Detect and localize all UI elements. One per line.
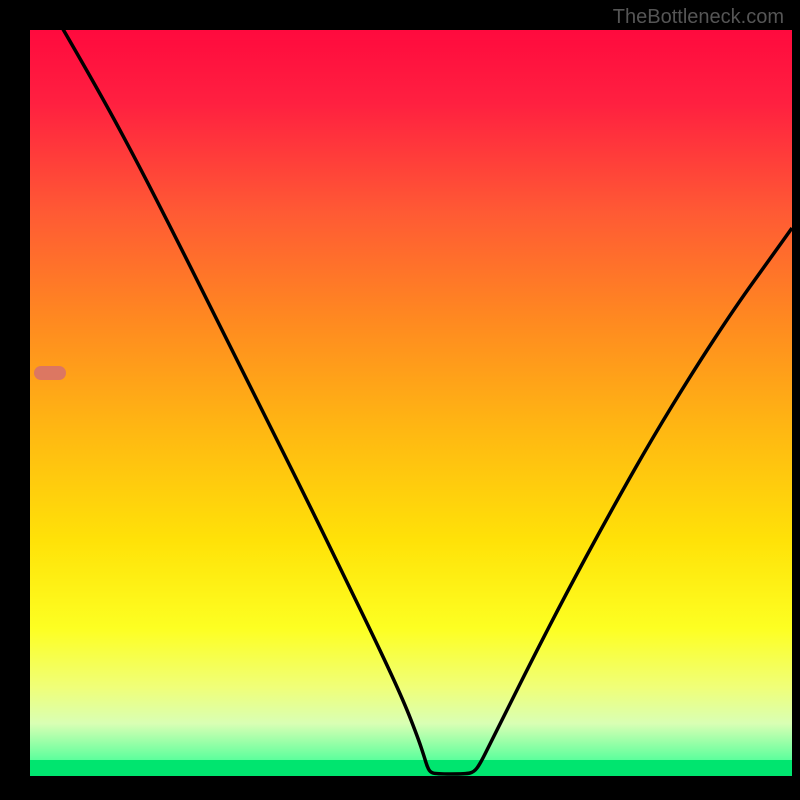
watermark-text: TheBottleneck.com [613,6,784,29]
optimum-marker [34,366,66,380]
green-band [30,760,792,776]
bottleneck-chart [0,0,800,800]
frame-bottom [0,776,800,800]
frame-right [792,0,800,800]
frame-left [0,0,30,800]
